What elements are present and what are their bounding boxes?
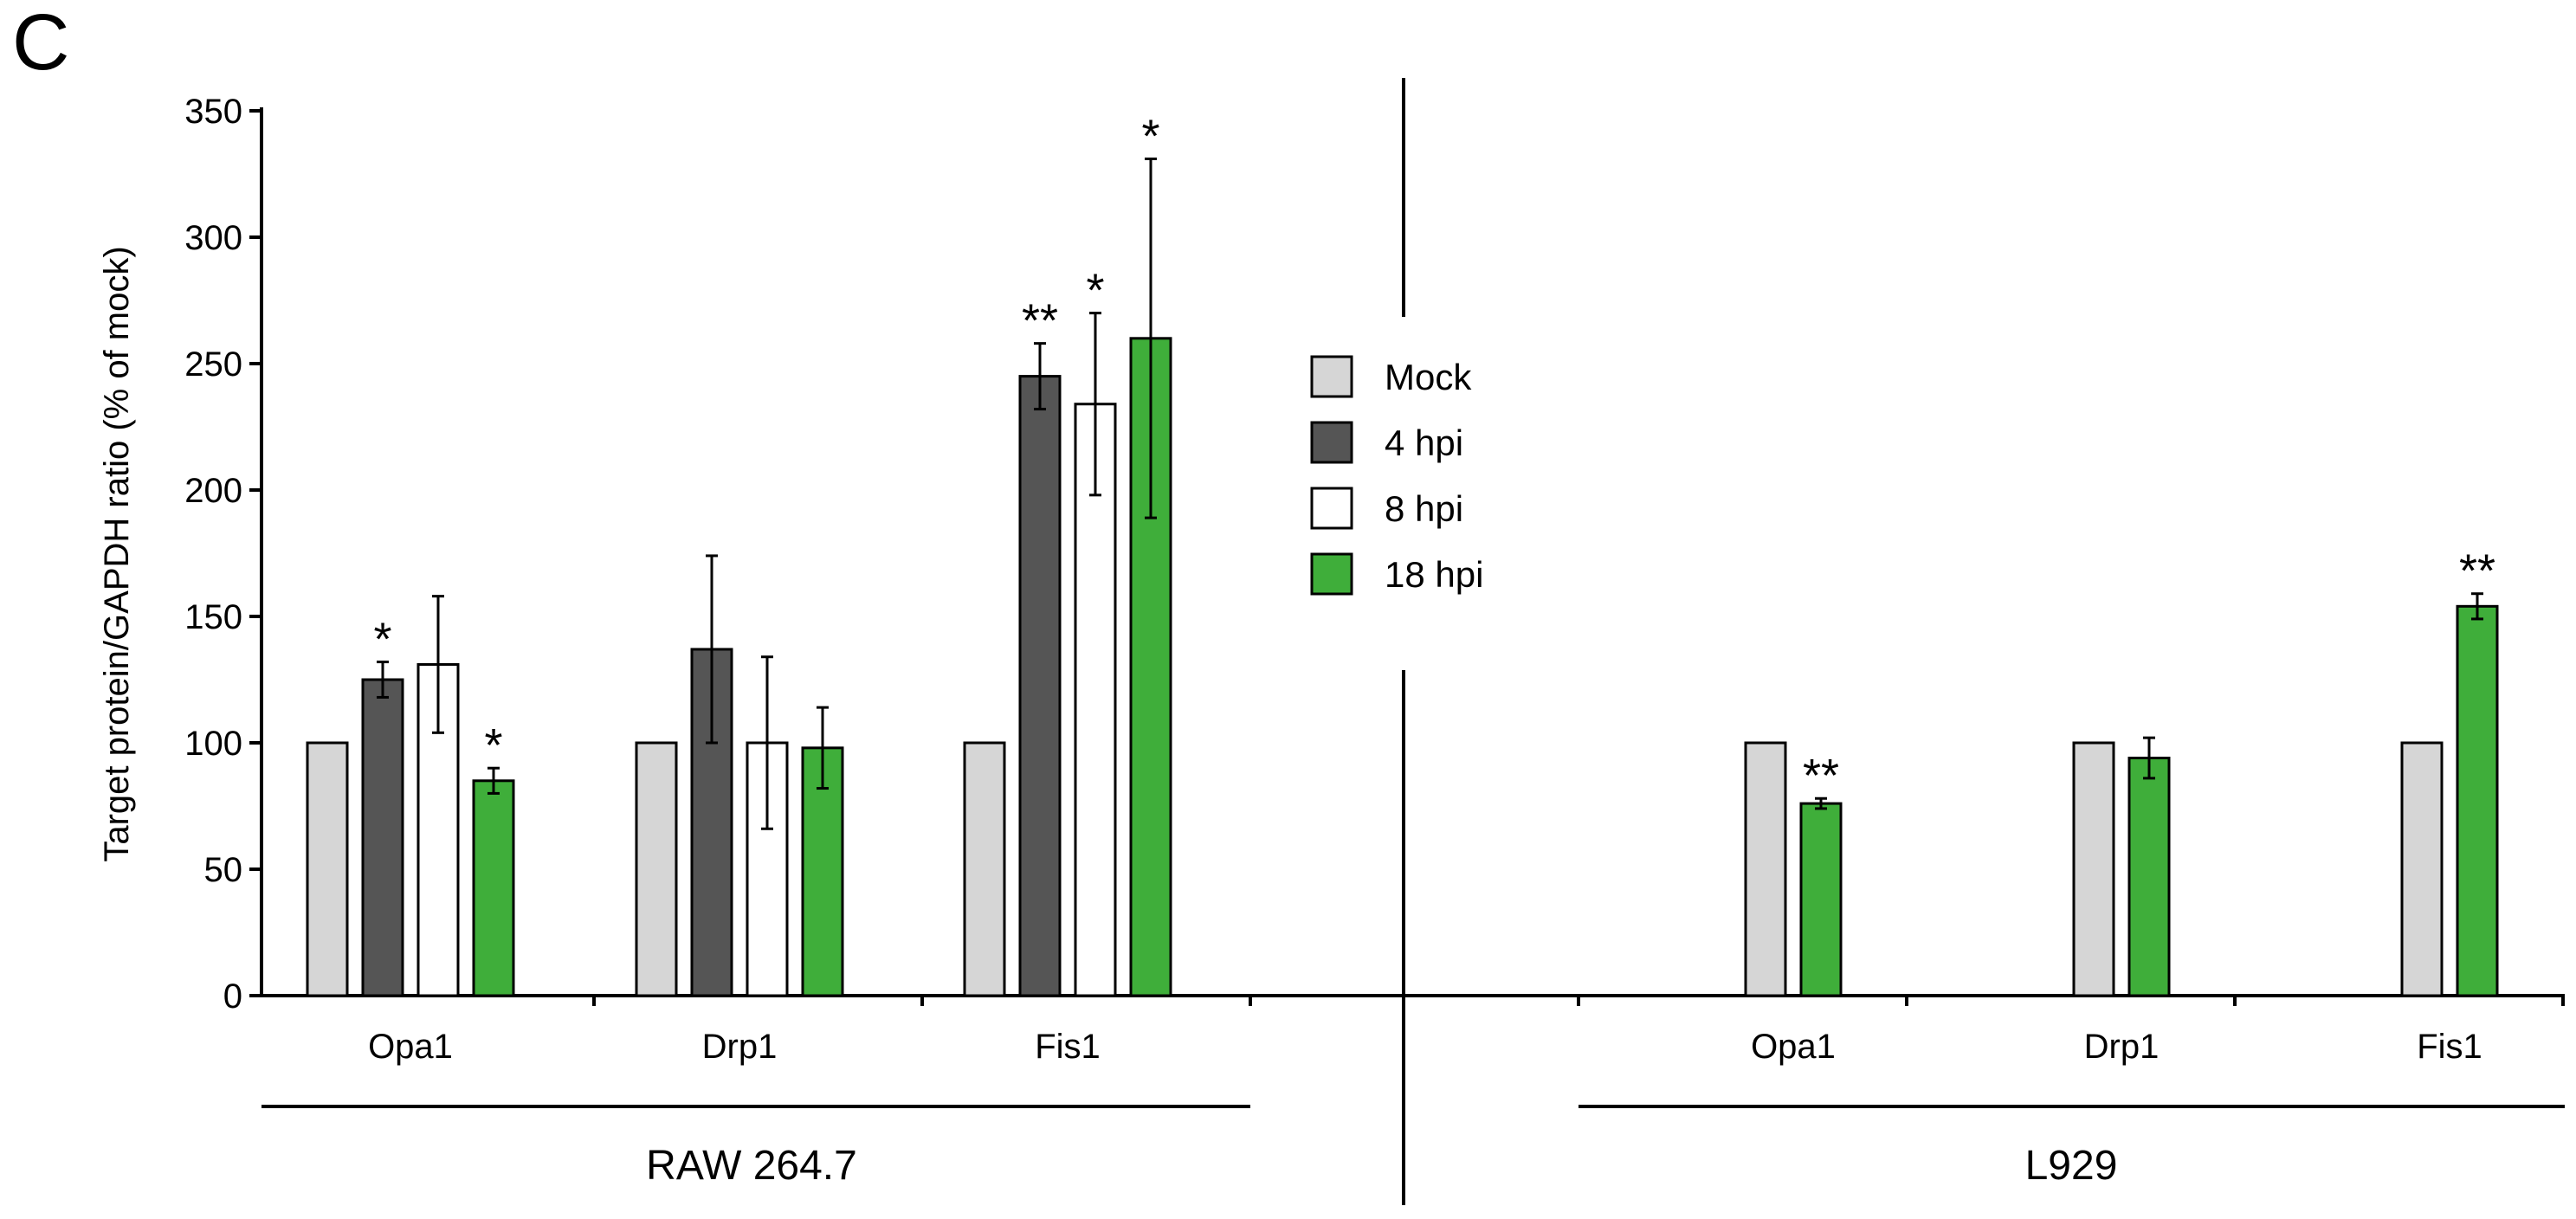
bar-raw-264-7-fis1-18-hpi (1129, 337, 1172, 997)
significance-marker: ** (1803, 750, 1839, 802)
category-labels: Opa1 Drp1 Fis1 RAW 264.7 Opa1 Drp1 Fis1 L929 (261, 1028, 2565, 1189)
y-tick-label: 100 (184, 725, 242, 763)
bar-raw-264-7-opa1-18-hpi (472, 779, 515, 997)
bar-l929-fis1-18-hpi (2456, 604, 2499, 997)
legend-swatch (1310, 421, 1353, 464)
bars: ********** (306, 110, 2499, 997)
category-label: Fis1 (2417, 1028, 2482, 1066)
significance-marker: * (1086, 265, 1104, 317)
panel-label: C (12, 0, 69, 87)
significance-marker: * (373, 614, 391, 666)
significance-marker: * (484, 719, 502, 771)
y-tick-label: 350 (184, 93, 242, 131)
significance-marker: ** (1022, 295, 1058, 347)
y-tick-label: 300 (184, 219, 242, 257)
bar-l929-fis1-mock (2400, 741, 2444, 997)
bar-l929-opa1-mock (1744, 741, 1787, 997)
category-label: Fis1 (1035, 1028, 1101, 1066)
group-label: RAW 264.7 (646, 1143, 857, 1189)
legend-label: 4 hpi (1385, 422, 1463, 463)
significance-marker: ** (2459, 545, 2495, 597)
legend-label: 18 hpi (1385, 554, 1483, 595)
legend-label: 8 hpi (1385, 488, 1463, 529)
legend-label: Mock (1385, 357, 1472, 397)
bar-raw-264-7-fis1-mock (963, 741, 1006, 997)
bar-l929-drp1-mock (2072, 741, 2115, 997)
axes: 0 50 100 150 200 250 300 350 (184, 78, 2565, 1205)
category-label: Drp1 (2084, 1028, 2160, 1066)
bar-raw-264-7-opa1-4-hpi (361, 678, 404, 997)
category-label: Drp1 (702, 1028, 778, 1066)
y-tick-label: 150 (184, 598, 242, 636)
bar-raw-264-7-drp1-mock (635, 741, 678, 997)
y-tick-label: 200 (184, 472, 242, 510)
group-label: L929 (2025, 1143, 2118, 1189)
bar-raw-264-7-opa1-mock (306, 741, 349, 997)
bar-l929-drp1-18-hpi (2127, 757, 2171, 997)
legend-swatch (1310, 487, 1353, 530)
y-tick-label: 50 (204, 851, 243, 889)
category-label: Opa1 (1751, 1028, 1836, 1066)
category-label: Opa1 (368, 1028, 453, 1066)
significance-marker: * (1141, 110, 1159, 162)
bar-raw-264-7-fis1-4-hpi (1018, 375, 1062, 997)
bar-l929-opa1-18-hpi (1799, 802, 1843, 997)
legend-swatch (1310, 355, 1353, 398)
legend: Mock 4 hpi 8 hpi 18 hpi (1310, 355, 1483, 596)
y-axis-label: Target protein/GAPDH ratio (% of mock) (98, 246, 136, 861)
y-tick-label: 0 (223, 977, 242, 1016)
y-tick-label: 250 (184, 345, 242, 384)
legend-swatch (1310, 552, 1353, 596)
